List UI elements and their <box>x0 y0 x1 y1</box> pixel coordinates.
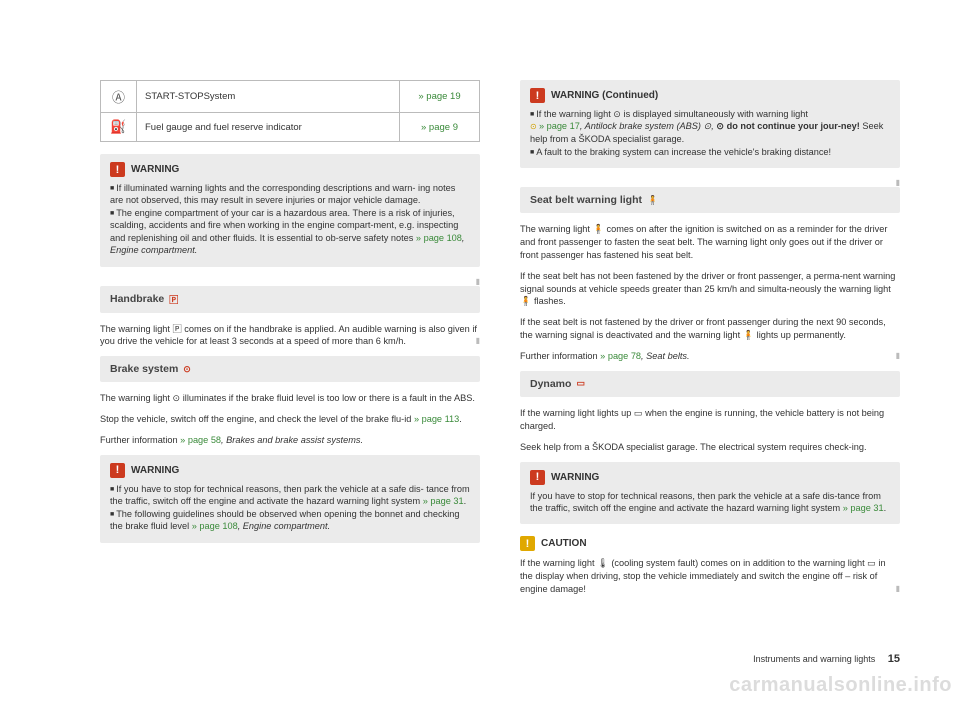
battery-icon: ▭ <box>576 378 585 389</box>
page-link[interactable]: » page 113 <box>414 414 459 424</box>
reference-table: Ⓐ START-STOPSystem » page 19 ⛽ Fuel gaug… <box>100 80 480 142</box>
caution-text: If the warning light 🌡 (cooling system f… <box>520 558 886 594</box>
page-content: Ⓐ START-STOPSystem » page 19 ⛽ Fuel gaug… <box>0 0 960 634</box>
warning-box-1: ! WARNING If illuminated warning lights … <box>100 154 480 267</box>
warning-bullet: The engine compartment of your car is a … <box>110 208 420 218</box>
watermark: carmanualsonline.info <box>729 674 952 697</box>
dynamo-paragraph: Seek help from a ŠKODA specialist garage… <box>520 441 900 454</box>
seatbelt-paragraph: If the seat belt has not been fastened b… <box>520 270 900 309</box>
warning-text-italic: , Antilock brake system (ABS) ⊙, <box>580 121 717 131</box>
brake-text: Stop the vehicle, switch off the engine,… <box>100 414 414 424</box>
page-link[interactable]: » page 58 <box>180 435 221 445</box>
seatbelt-text: Further information <box>520 351 600 361</box>
warning-text: . <box>884 503 887 513</box>
warning-continued-box: ! WARNING (Continued) If the warning lig… <box>520 80 900 168</box>
warning-bullet: If illuminated warning lights and the co… <box>110 183 415 193</box>
page-link[interactable]: » page 31 <box>843 503 884 513</box>
exclamation-icon: ! <box>530 88 545 103</box>
table-row: ⛽ Fuel gauge and fuel reserve indicator … <box>101 113 480 142</box>
warning-body: If illuminated warning lights and the co… <box>110 182 470 257</box>
exclamation-icon: ! <box>110 463 125 478</box>
dynamo-title: Dynamo <box>530 378 571 390</box>
warning-text-bold: ⊙ do not continue your jour-ney! <box>716 121 859 131</box>
warning-text: . <box>464 496 467 506</box>
warning-header: ! WARNING <box>110 463 470 478</box>
warning-bullet: A fault to the braking system can increa… <box>530 147 831 157</box>
fuel-gauge-label: Fuel gauge and fuel reserve indicator <box>137 113 400 142</box>
warning-title: WARNING <box>131 164 179 175</box>
brake-text: . <box>459 414 462 424</box>
page-link[interactable]: » page 31 <box>423 496 464 506</box>
warning-title: WARNING (Continued) <box>551 90 658 101</box>
brake-text: Further information <box>100 435 180 445</box>
warning-header: ! WARNING <box>530 470 890 485</box>
brake-icon: ⊙ <box>183 364 191 375</box>
brake-title: Brake system <box>110 363 178 375</box>
abs-icon: ⊙ <box>530 122 539 131</box>
page-footer: Instruments and warning lights 15 <box>753 653 900 665</box>
right-column: ! WARNING (Continued) If the warning lig… <box>520 80 900 604</box>
brake-system-section-header: Brake system ⊙ <box>100 356 480 382</box>
warning-box-2: ! WARNING If you have to stop for techni… <box>100 455 480 543</box>
warning-bullet: If you have to stop for technical reason… <box>110 484 424 494</box>
section-end-mark: ▮ <box>476 335 480 346</box>
fuel-gauge-icon: ⛽ <box>101 113 137 142</box>
seatbelt-title: Seat belt warning light <box>530 194 642 206</box>
dynamo-paragraph: If the warning light lights up ▭ when th… <box>520 407 900 433</box>
section-end-mark: ▮ <box>476 277 480 286</box>
section-end-mark: ▮ <box>896 178 900 187</box>
page-link[interactable]: » page 78 <box>600 351 641 361</box>
footer-page-number: 15 <box>888 653 900 665</box>
brake-paragraph: Further information » page 58, Brakes an… <box>100 434 480 447</box>
warning-bullet: If the warning light ⊙ is displayed simu… <box>530 109 808 119</box>
dynamo-section-header: Dynamo ▭ <box>520 371 900 397</box>
handbrake-icon: 🄿 <box>169 293 178 306</box>
warning-text-italic: , Engine compartment. <box>238 521 330 531</box>
warning-header: ! WARNING <box>110 162 470 177</box>
caution-paragraph: If the warning light 🌡 (cooling system f… <box>520 557 900 596</box>
warning-title: WARNING <box>551 472 599 483</box>
left-column: Ⓐ START-STOPSystem » page 19 ⛽ Fuel gaug… <box>100 80 480 604</box>
seatbelt-text-italic: , Seat belts. <box>641 351 690 361</box>
warning-header: ! WARNING (Continued) <box>530 88 890 103</box>
warning-text: If you have to stop for technical reason… <box>530 491 881 513</box>
start-stop-label: START-STOPSystem <box>137 81 400 113</box>
warning-title: WARNING <box>131 465 179 476</box>
caution-header: ! CAUTION <box>520 536 900 551</box>
warning-body: If the warning light ⊙ is displayed simu… <box>530 108 890 158</box>
fuel-gauge-ref-link[interactable]: » page 9 <box>421 122 458 133</box>
brake-paragraph: The warning light ⊙ illuminates if the b… <box>100 392 480 405</box>
section-end-mark: ▮ <box>896 583 900 594</box>
seatbelt-paragraph: The warning light 🧍 comes on after the i… <box>520 223 900 262</box>
page-link[interactable]: » page 108 <box>416 233 462 243</box>
caution-title: CAUTION <box>541 538 587 549</box>
warning-box-3: ! WARNING If you have to stop for techni… <box>520 462 900 525</box>
handbrake-section-header: Handbrake 🄿 <box>100 286 480 313</box>
brake-paragraph: Stop the vehicle, switch off the engine,… <box>100 413 480 426</box>
section-end-mark: ▮ <box>896 350 900 361</box>
footer-section-name: Instruments and warning lights <box>753 654 875 664</box>
seatbelt-paragraph: If the seat belt is not fastened by the … <box>520 316 900 342</box>
warning-bullet: The following guidelines should be obser… <box>110 509 421 519</box>
seatbelt-paragraph: Further information » page 78, Seat belt… <box>520 350 900 363</box>
brake-text-italic: , Brakes and brake assist systems. <box>221 435 363 445</box>
seatbelt-section-header: Seat belt warning light 🧍 <box>520 187 900 213</box>
exclamation-icon: ! <box>110 162 125 177</box>
exclamation-icon: ! <box>520 536 535 551</box>
page-link[interactable]: » page 108 <box>192 521 238 531</box>
exclamation-icon: ! <box>530 470 545 485</box>
handbrake-title: Handbrake <box>110 293 164 305</box>
table-row: Ⓐ START-STOPSystem » page 19 <box>101 81 480 113</box>
page-link[interactable]: » page 17 <box>539 121 580 131</box>
warning-body: If you have to stop for technical reason… <box>530 490 890 515</box>
handbrake-paragraph: The warning light 🄿 comes on if the hand… <box>100 323 480 349</box>
handbrake-text: The warning light 🄿 comes on if the hand… <box>100 324 477 347</box>
seatbelt-icon: 🧍 <box>647 195 658 206</box>
start-stop-icon: Ⓐ <box>101 81 137 113</box>
start-stop-ref-link[interactable]: » page 19 <box>418 91 460 102</box>
warning-body: If you have to stop for technical reason… <box>110 483 470 533</box>
